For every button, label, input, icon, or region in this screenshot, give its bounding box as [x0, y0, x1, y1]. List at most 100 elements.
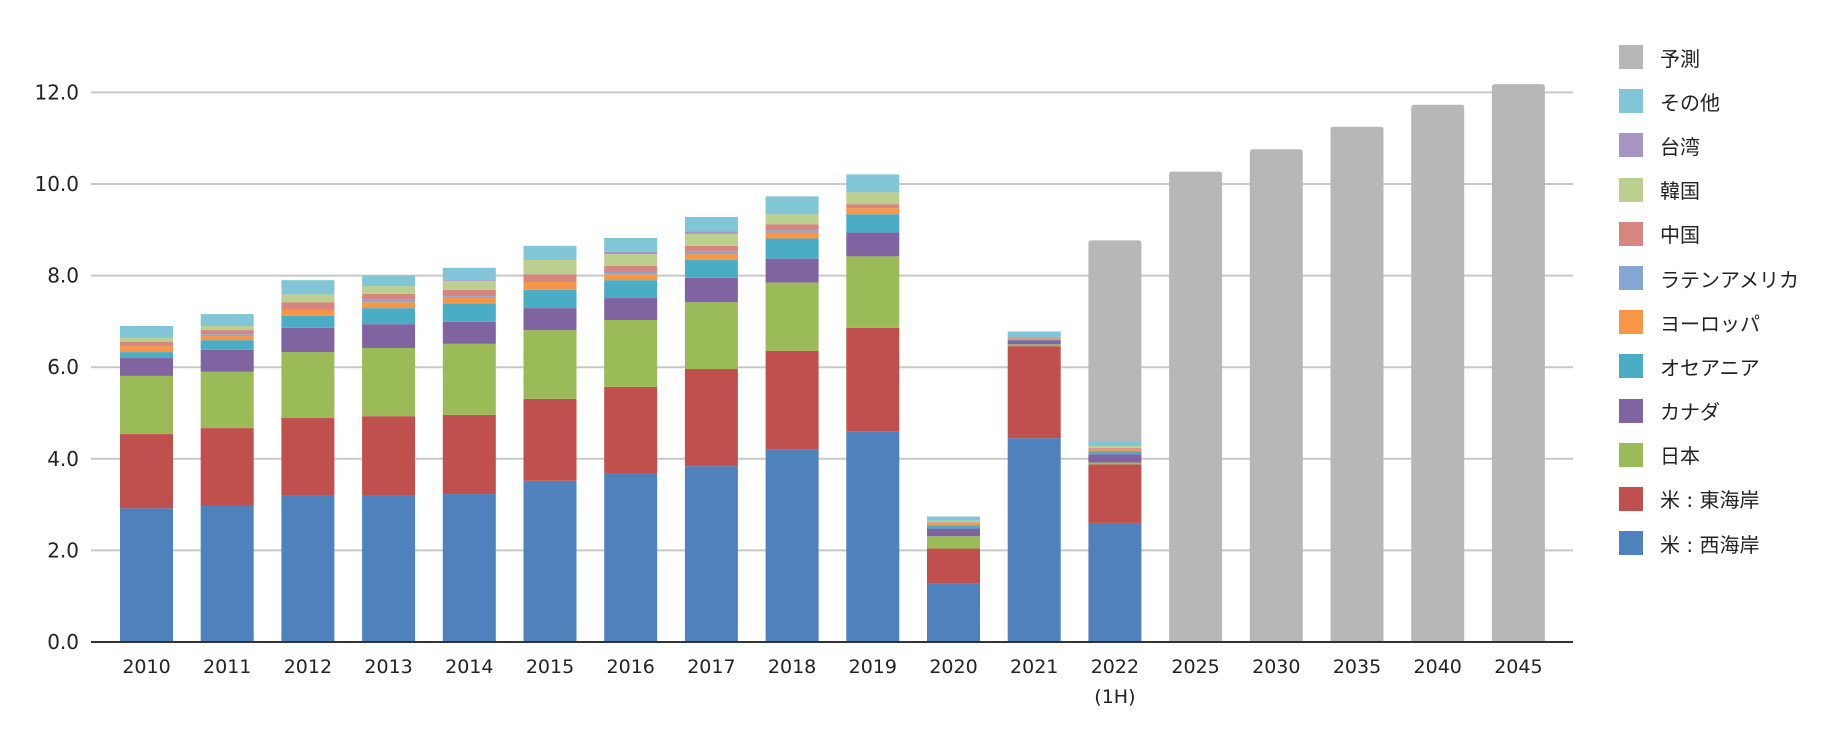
x-tick-label: 2022: [1091, 656, 1139, 678]
bar-segment: [362, 347, 416, 417]
bar-segment: [442, 298, 496, 304]
bar-segment: [120, 358, 173, 376]
bar-segment: [604, 271, 658, 275]
bar-segment: [1088, 449, 1142, 452]
bar-segment: [765, 350, 819, 450]
bar-segment: [281, 315, 335, 328]
legend-item: その他: [1619, 79, 1799, 123]
bar-segment: [765, 282, 819, 351]
x-tick-label: 2030: [1252, 656, 1300, 678]
bar-segment: [684, 277, 738, 303]
bar-segment: [846, 192, 900, 205]
x-tick-label: 2010: [122, 656, 170, 678]
legend-label: オセアニア: [1660, 355, 1760, 380]
bar-segment: [927, 536, 980, 549]
bar-segment: [846, 214, 900, 233]
bar-segment: [604, 251, 658, 255]
bar-segment: [1088, 462, 1142, 465]
bar-segment: [120, 434, 173, 509]
bar-segment: [120, 352, 173, 359]
bar-segment: [1088, 240, 1142, 441]
bar-segment: [281, 309, 335, 316]
bar-segment: [765, 214, 819, 225]
bar-segment: [1007, 331, 1061, 338]
bar-segment: [523, 330, 577, 399]
bar-segment: [604, 298, 658, 321]
bar-segment: [1088, 522, 1142, 642]
bar-segment: [1330, 126, 1384, 642]
bar-segment: [604, 320, 658, 387]
bar-segment: [120, 325, 173, 338]
x-tick-label: 2035: [1333, 656, 1381, 678]
bar-segment: [765, 230, 819, 233]
x-tick-label: 2018: [768, 656, 816, 678]
bar-segment: [846, 174, 900, 193]
bar-segment: [1007, 438, 1061, 642]
bar-segment: [927, 583, 980, 642]
bar-segment: [442, 343, 496, 415]
bar-segment: [1088, 447, 1142, 449]
x-tick-label: 2014: [445, 656, 493, 678]
x-tick-label: 2021: [1010, 656, 1058, 678]
bar-segment: [1007, 346, 1061, 439]
bar-segment: [281, 352, 335, 419]
bar-segment: [442, 303, 496, 322]
bar-segment: [684, 466, 738, 642]
bar-segment: [684, 251, 738, 255]
bar-segment: [604, 238, 658, 252]
bar-segment: [684, 260, 738, 278]
bar-segment: [362, 275, 416, 287]
legend-swatch: [1619, 354, 1643, 379]
bar-segment: [442, 280, 496, 282]
bar-segment: [765, 224, 819, 231]
legend-item: 予測: [1619, 35, 1799, 79]
x-tick-label: 2017: [687, 656, 735, 678]
legend-swatch: [1619, 310, 1643, 335]
bar-segment: [1088, 448, 1142, 450]
bar-segment: [442, 321, 496, 344]
legend-item: カナダ: [1619, 389, 1799, 433]
bar-segment: [684, 233, 738, 246]
legend-swatch: [1619, 89, 1643, 114]
y-tick-label: 0.0: [47, 630, 79, 654]
bar-segment: [765, 258, 819, 283]
legend-label: 台湾: [1660, 134, 1700, 159]
legend-swatch: [1619, 442, 1643, 467]
bar-segment: [1088, 454, 1142, 463]
bar-segment: [523, 282, 577, 290]
bar-segment: [846, 204, 900, 209]
x-tick-label: 2045: [1494, 656, 1542, 678]
bar-segment: [200, 314, 254, 326]
bar-segment: [362, 308, 416, 325]
bar-segment: [362, 302, 416, 309]
bar-segment: [362, 495, 416, 642]
bar-segment: [120, 337, 173, 343]
bar-segment: [281, 280, 335, 295]
bar-segment: [442, 414, 496, 495]
bar-segment: [684, 231, 738, 234]
bar-segment: [604, 473, 658, 642]
x-tick-label: 2012: [284, 656, 332, 678]
bar-segment: [1007, 339, 1061, 341]
bar-segment: [684, 254, 738, 261]
bar-segment: [1088, 451, 1142, 455]
x-tick-label: 2015: [526, 656, 574, 678]
bar-segment: [523, 289, 577, 309]
bar-segment: [1007, 340, 1061, 345]
bar-segment: [281, 302, 335, 310]
x-tick-label: 2019: [849, 656, 897, 678]
bar-segment: [523, 245, 577, 261]
bar-segment: [362, 286, 416, 294]
bar-segment: [1088, 440, 1142, 446]
bar-segment: [604, 386, 658, 474]
bar-segment: [765, 449, 819, 642]
bar-segment: [200, 505, 254, 642]
bar-segment: [846, 256, 900, 328]
bar-segment: [523, 308, 577, 331]
legend-item: 米 : 東海岸: [1619, 477, 1799, 521]
bar-segment: [1169, 171, 1223, 642]
legend-label: その他: [1660, 90, 1720, 115]
legend-swatch: [1619, 266, 1643, 291]
bar-segment: [1249, 149, 1303, 642]
y-tick-label: 10.0: [34, 172, 79, 196]
